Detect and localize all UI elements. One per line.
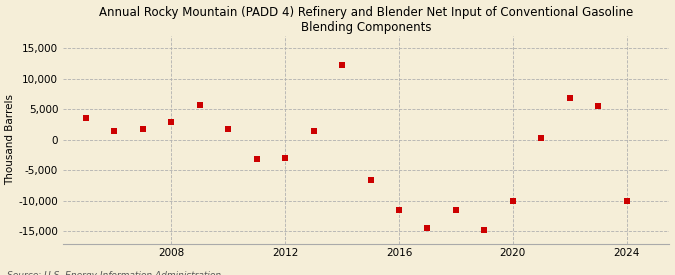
Point xyxy=(337,63,348,68)
Point xyxy=(138,127,148,131)
Point xyxy=(109,128,119,133)
Point xyxy=(479,228,490,232)
Point xyxy=(622,199,632,203)
Point xyxy=(394,208,404,212)
Point xyxy=(422,226,433,230)
Text: Source: U.S. Energy Information Administration: Source: U.S. Energy Information Administ… xyxy=(7,271,221,275)
Point xyxy=(251,157,262,162)
Y-axis label: Thousand Barrels: Thousand Barrels xyxy=(5,94,16,185)
Point xyxy=(365,177,376,182)
Title: Annual Rocky Mountain (PADD 4) Refinery and Blender Net Input of Conventional Ga: Annual Rocky Mountain (PADD 4) Refinery … xyxy=(99,6,633,34)
Point xyxy=(450,208,461,212)
Point xyxy=(508,199,518,204)
Point xyxy=(80,116,91,121)
Point xyxy=(279,156,290,160)
Point xyxy=(536,136,547,140)
Point xyxy=(593,104,603,108)
Point xyxy=(194,103,205,107)
Point xyxy=(166,119,177,124)
Point xyxy=(223,127,234,131)
Point xyxy=(564,96,575,101)
Point xyxy=(308,128,319,133)
